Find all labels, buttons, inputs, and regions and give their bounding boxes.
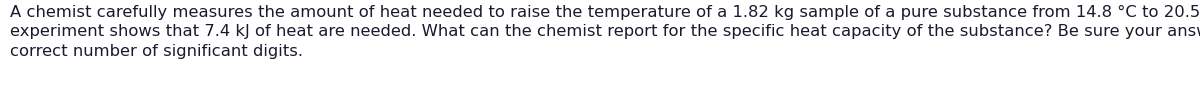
Text: A chemist carefully measures the amount of heat needed to raise the temperature : A chemist carefully measures the amount … [10,5,1200,20]
Text: correct number of significant digits.: correct number of significant digits. [10,44,302,59]
Text: experiment shows that 7.4 kJ of heat are needed. What can the chemist report for: experiment shows that 7.4 kJ of heat are… [10,24,1200,40]
